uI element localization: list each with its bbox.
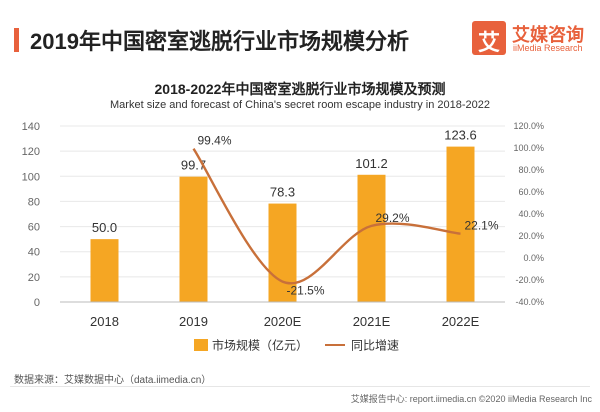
title-accent-bar — [14, 28, 19, 52]
growth-labels: 99.4% -21.5% 29.2% 22.1% — [198, 134, 499, 298]
left-tick-label: 120 — [22, 146, 40, 158]
left-tick-label: 40 — [28, 247, 40, 259]
x-tick-label: 2019 — [179, 314, 208, 329]
left-axis: 0 20 40 60 80 100 120 140 — [22, 121, 40, 309]
right-tick-label: -20.0% — [515, 275, 544, 285]
right-tick-label: 120.0% — [513, 121, 544, 131]
bars — [90, 146, 475, 302]
left-tick-label: 80 — [28, 196, 40, 208]
right-axis: -40.0% -20.0% 0.0% 20.0% 40.0% 60.0% 80.0% 100.… — [513, 121, 544, 307]
right-tick-label: 20.0% — [518, 231, 544, 241]
bar — [179, 176, 208, 302]
growth-value-label: 22.1% — [465, 219, 499, 233]
legend-swatch-bar — [194, 339, 208, 351]
growth-value-label: 99.4% — [198, 134, 232, 148]
right-tick-label: 100.0% — [513, 143, 544, 153]
bar — [357, 174, 386, 302]
growth-value-label: 29.2% — [376, 211, 410, 225]
logo-glyph: 艾 — [477, 30, 500, 55]
x-tick-label: 2018 — [90, 314, 119, 329]
page-header: 2019年中国密室逃脱行业市场规模分析 艾 艾媒咨询 iiMedia Resea… — [0, 0, 600, 66]
legend-label-bar: 市场规模（亿元） — [212, 338, 308, 353]
chart-title: 2018-2022年中国密室逃脱行业市场规模及预测 — [154, 81, 446, 97]
right-tick-label: 60.0% — [518, 187, 544, 197]
growth-line-path — [192, 148, 461, 285]
legend: 市场规模（亿元） 同比增速 — [194, 338, 399, 353]
data-source: 数据来源：艾媒数据中心（data.iimedia.cn） — [14, 375, 212, 386]
growth-line — [192, 148, 461, 285]
right-tick-label: 0.0% — [523, 253, 544, 263]
right-tick-label: 80.0% — [518, 165, 544, 175]
footer-divider — [10, 386, 590, 387]
logo-name-en: iiMedia Research — [513, 43, 583, 53]
bar — [268, 203, 297, 302]
page-title: 2019年中国密室逃脱行业市场规模分析 — [30, 29, 409, 54]
left-tick-label: 60 — [28, 222, 40, 234]
logo-icon: 艾 — [472, 21, 506, 55]
left-tick-label: 100 — [22, 171, 40, 183]
left-tick-label: 140 — [22, 121, 40, 133]
bar-value-label: 78.3 — [270, 185, 295, 200]
right-tick-label: -40.0% — [515, 297, 544, 307]
right-tick-label: 40.0% — [518, 209, 544, 219]
legend-label-line: 同比增速 — [351, 339, 399, 353]
bar — [446, 146, 475, 302]
bar — [90, 239, 119, 302]
left-tick-label: 20 — [28, 272, 40, 284]
x-tick-label: 2020E — [264, 314, 302, 329]
left-tick-label: 0 — [34, 297, 40, 309]
x-axis: 2018 2019 2020E 2021E 2022E — [60, 301, 505, 329]
footer-copyright: 艾媒报告中心: report.iimedia.cn ©2020 iiMedia … — [350, 394, 592, 404]
x-tick-label: 2022E — [442, 314, 480, 329]
chart-subtitle: Market size and forecast of China's secr… — [110, 99, 490, 111]
bar-value-label: 123.6 — [444, 128, 477, 143]
bar-value-label: 101.2 — [355, 156, 388, 171]
bar-value-label: 50.0 — [92, 220, 117, 235]
growth-value-label: -21.5% — [287, 284, 325, 298]
x-tick-label: 2021E — [353, 314, 391, 329]
logo-name-cn: 艾媒咨询 — [512, 25, 584, 45]
